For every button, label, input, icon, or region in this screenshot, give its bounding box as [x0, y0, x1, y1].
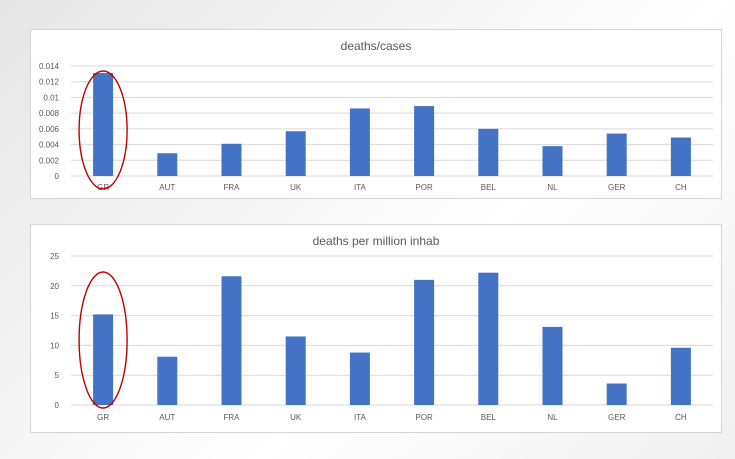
x-tick-label: POR — [415, 413, 433, 422]
highlight-circle — [78, 271, 128, 409]
y-tick-label: 0.008 — [39, 109, 60, 118]
x-tick-label: NL — [547, 183, 558, 192]
bar-uk — [285, 336, 306, 405]
y-tick-label: 0 — [55, 401, 60, 410]
bar-aut — [157, 356, 178, 405]
bar-uk — [285, 131, 306, 176]
chart-deaths-cases: deaths/cases 0 0.002 0.004 0.006 0.008 0.01 0.… — [39, 39, 713, 192]
bar-gr — [93, 73, 114, 176]
x-tick-label: POR — [415, 183, 433, 192]
y-tick-label: 20 — [50, 282, 59, 291]
chart-title: deaths per million inhab — [313, 234, 440, 248]
highlight-circle — [78, 70, 128, 190]
x-tick-label: GER — [608, 183, 626, 192]
bar-nl — [542, 326, 563, 405]
x-tick-label: ITA — [354, 413, 367, 422]
x-tick-label: GR — [97, 413, 109, 422]
x-tick-label: BEL — [481, 183, 497, 192]
bar-bel — [478, 272, 499, 405]
bar-nl — [542, 146, 563, 176]
x-tick-label: AUT — [159, 413, 175, 422]
y-tick-label: 15 — [50, 312, 59, 321]
bar-gr — [93, 314, 114, 405]
bar-ita — [349, 108, 370, 176]
y-tick-label: 0.01 — [43, 93, 59, 102]
y-tick-label: 0.006 — [39, 125, 60, 134]
bar-ger — [606, 383, 627, 405]
x-tick-label: CH — [675, 183, 687, 192]
x-tick-label: UK — [290, 183, 302, 192]
chart-panel-deaths-per-million: deaths per million inhab 0 5 10 15 20 25 GR AUT… — [30, 224, 722, 433]
bar-ita — [349, 352, 370, 405]
x-tick-label: CH — [675, 413, 687, 422]
bar-ch — [670, 347, 691, 405]
x-tick-label: UK — [290, 413, 302, 422]
bar-bel — [478, 128, 499, 176]
chart-deaths-per-million: deaths per million inhab 0 5 10 15 20 25 GR AUT… — [50, 234, 713, 422]
y-tick-label: 0.012 — [39, 78, 60, 87]
x-tick-label: ITA — [354, 183, 367, 192]
x-tick-label: FRA — [224, 183, 241, 192]
y-tick-label: 5 — [55, 371, 60, 380]
y-tick-label: 0.014 — [39, 62, 60, 71]
bar-por — [414, 106, 435, 176]
chart-panel-deaths-cases: deaths/cases 0 0.002 0.004 0.006 0.008 0.01 0.… — [30, 29, 722, 199]
x-tick-label: GR — [97, 183, 109, 192]
y-tick-label: 0.004 — [39, 141, 60, 150]
x-tick-label: GER — [608, 413, 626, 422]
x-tick-label: FRA — [224, 413, 241, 422]
y-tick-label: 10 — [50, 341, 59, 350]
x-tick-label: BEL — [481, 413, 497, 422]
bar-por — [414, 279, 435, 405]
bar-ch — [670, 137, 691, 176]
y-tick-label: 0.002 — [39, 156, 60, 165]
bar-fra — [221, 143, 242, 176]
y-tick-label: 0 — [55, 172, 60, 181]
chart-title: deaths/cases — [341, 39, 412, 53]
x-tick-label: NL — [547, 413, 558, 422]
y-tick-label: 25 — [50, 252, 59, 261]
bar-aut — [157, 153, 178, 176]
bar-ger — [606, 133, 627, 176]
x-tick-label: AUT — [159, 183, 175, 192]
bar-fra — [221, 276, 242, 405]
